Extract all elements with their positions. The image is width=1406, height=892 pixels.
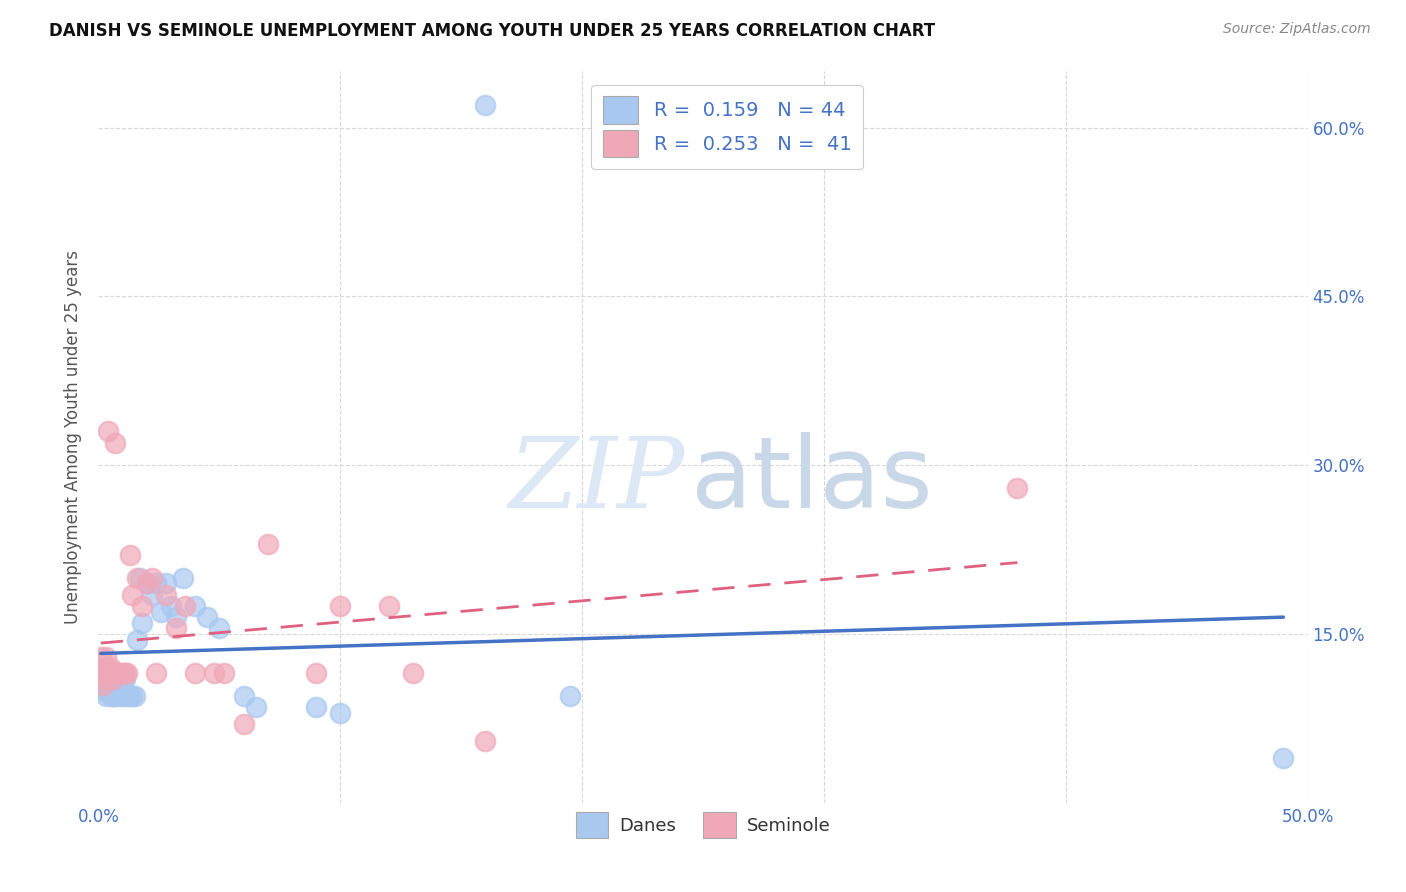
Point <box>111 666 134 681</box>
Point <box>174 599 197 613</box>
Point <box>172 571 194 585</box>
Point <box>329 599 352 613</box>
Point <box>184 666 207 681</box>
Point <box>101 689 124 703</box>
Point <box>212 666 235 681</box>
Point <box>97 672 120 686</box>
Point <box>91 683 114 698</box>
Point <box>114 672 136 686</box>
Point <box>1272 751 1295 765</box>
Point <box>402 666 425 681</box>
Point <box>107 683 129 698</box>
Point <box>97 666 120 681</box>
Point <box>108 689 131 703</box>
Point <box>90 661 112 675</box>
Point <box>91 666 114 681</box>
Point <box>474 734 496 748</box>
Text: Source: ZipAtlas.com: Source: ZipAtlas.com <box>1223 22 1371 37</box>
Point <box>104 689 127 703</box>
Point <box>131 615 153 630</box>
Point <box>195 610 218 624</box>
Point <box>118 548 141 562</box>
Point <box>111 672 134 686</box>
Text: ZIP: ZIP <box>509 434 685 529</box>
Point <box>474 98 496 112</box>
Point <box>377 599 399 613</box>
Point <box>208 621 231 635</box>
Point <box>558 689 581 703</box>
Point <box>232 717 254 731</box>
Point <box>204 666 226 681</box>
Point <box>94 661 117 675</box>
Point <box>145 666 167 681</box>
Point <box>1007 481 1029 495</box>
Point <box>155 576 177 591</box>
Point <box>97 683 120 698</box>
Point <box>121 588 143 602</box>
Text: atlas: atlas <box>690 433 932 530</box>
Point <box>107 666 129 681</box>
Point <box>245 700 267 714</box>
Point <box>184 599 207 613</box>
Point <box>165 621 187 635</box>
Point <box>94 666 117 681</box>
Point <box>104 435 127 450</box>
Point <box>127 632 149 647</box>
Point <box>118 689 141 703</box>
Point <box>111 689 134 703</box>
Point <box>256 537 278 551</box>
Point <box>165 610 187 624</box>
Point <box>90 649 112 664</box>
Text: DANISH VS SEMINOLE UNEMPLOYMENT AMONG YOUTH UNDER 25 YEARS CORRELATION CHART: DANISH VS SEMINOLE UNEMPLOYMENT AMONG YO… <box>49 22 935 40</box>
Point <box>305 666 328 681</box>
Point <box>91 678 114 692</box>
Point <box>100 666 122 681</box>
Point <box>232 689 254 703</box>
Y-axis label: Unemployment Among Youth under 25 years: Unemployment Among Youth under 25 years <box>65 250 83 624</box>
Point <box>97 425 120 439</box>
Point <box>100 689 122 703</box>
Point <box>94 689 117 703</box>
Point <box>101 670 124 684</box>
Point <box>100 674 122 689</box>
Point <box>131 599 153 613</box>
Point <box>160 599 183 613</box>
Point <box>101 666 124 681</box>
Point <box>117 666 139 681</box>
Point <box>94 649 117 664</box>
Point <box>121 689 143 703</box>
Point <box>90 672 112 686</box>
Point <box>135 576 157 591</box>
Point <box>155 588 177 602</box>
Point <box>117 689 139 703</box>
Point <box>141 588 163 602</box>
Point <box>90 661 112 675</box>
Point <box>101 672 124 686</box>
Point <box>114 666 136 681</box>
Point <box>108 666 131 681</box>
Point <box>94 661 117 675</box>
Point <box>305 700 328 714</box>
Point <box>94 666 117 681</box>
Point <box>150 605 173 619</box>
Point <box>91 678 114 692</box>
Legend: Danes, Seminole: Danes, Seminole <box>568 805 838 845</box>
Point <box>127 571 149 585</box>
Point <box>100 661 122 675</box>
Point <box>141 571 163 585</box>
Point <box>329 706 352 720</box>
Point <box>135 576 157 591</box>
Point <box>124 689 146 703</box>
Point <box>145 576 167 591</box>
Point <box>128 571 150 585</box>
Point <box>91 672 114 686</box>
